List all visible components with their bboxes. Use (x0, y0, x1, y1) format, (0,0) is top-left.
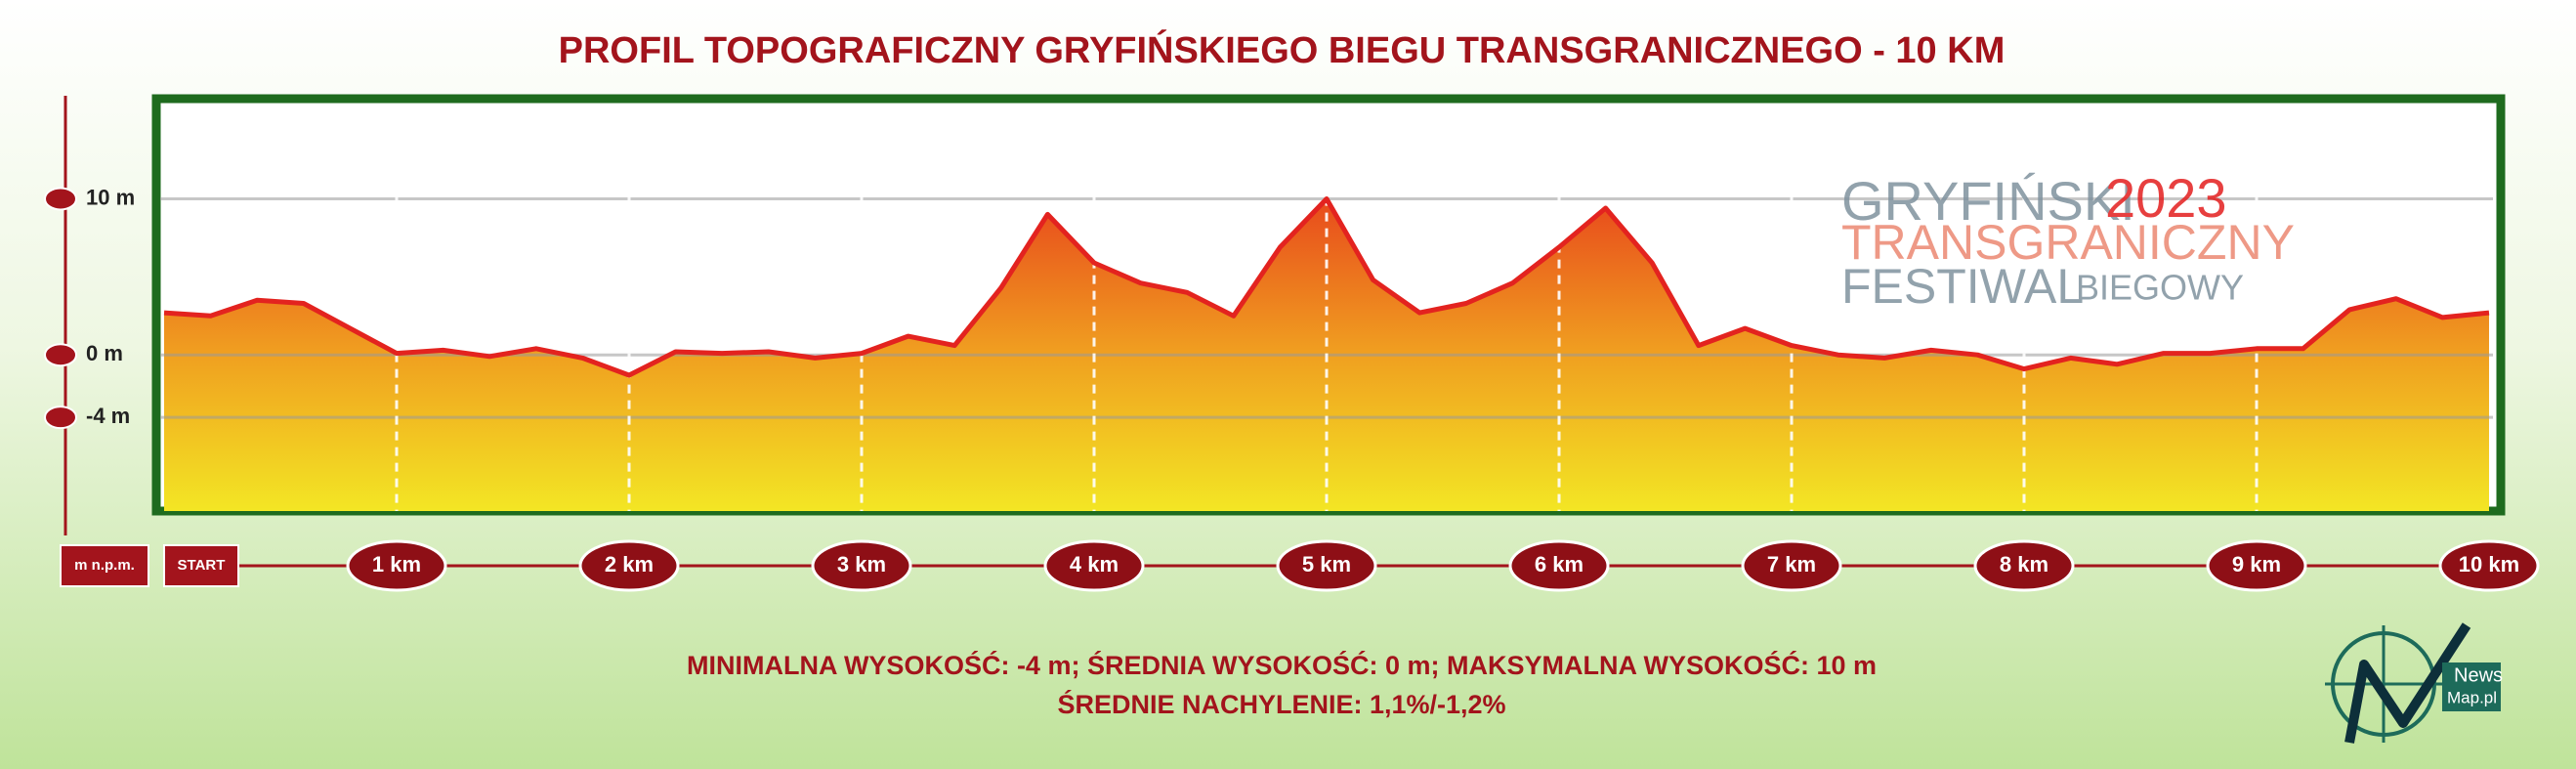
logo-n (2344, 622, 2471, 744)
x-tick-label: 9 km (2232, 552, 2281, 577)
x-tick-label: 4 km (1070, 552, 1119, 577)
credit-text: News (2454, 664, 2503, 686)
y-tick-mark (44, 343, 77, 367)
note: MINIMALNA WYSOKOŚĆ: -4 m; ŚREDNIA WYSOKO… (687, 650, 1877, 680)
x-tick-label: 3 km (837, 552, 886, 577)
y-label-box (60, 544, 149, 587)
credit-text: Map.pl (2447, 688, 2497, 706)
x-tick-mark (1276, 539, 1377, 592)
line (163, 196, 2490, 378)
plot (160, 103, 2493, 511)
logo-box (2442, 662, 2501, 711)
watermark-text: BIEGOWY (2076, 268, 2244, 308)
y-tick-mark (44, 406, 77, 430)
y-tick-mark (44, 187, 77, 211)
x-tick-label: 10 km (2459, 552, 2519, 577)
x-tick-mark (578, 539, 680, 592)
y-tick-label: 10 m (86, 185, 135, 209)
x-tick-mark (2438, 539, 2540, 592)
note: ŚREDNIE NACHYLENIE: 1,1%/-1,2% (1057, 689, 1505, 719)
x-tick-mark (1508, 539, 1610, 592)
x-tick-mark (2206, 539, 2307, 592)
credit-logo: News Map.pl (2325, 622, 2503, 744)
x-tick-label: START (178, 557, 226, 574)
watermark-text: TRANSGRANICZNY (1841, 215, 2295, 270)
x-tick-mark (163, 544, 239, 587)
watermark-text: GRYFIŃSKI (1841, 170, 2135, 232)
y-tick-label: -4 m (86, 404, 130, 428)
x-tick-label: 8 km (2000, 552, 2048, 577)
watermark: GRYFIŃSKI 2023 TRANSGRANICZNY FESTIWAL B… (1841, 167, 2295, 314)
x-tick-label: 6 km (1535, 552, 1584, 577)
x-tick-mark (1043, 539, 1145, 592)
y-axis-label: m n.p.m. (74, 557, 135, 574)
x-tick-label: 5 km (1302, 552, 1351, 577)
y-tick-label: 0 m (86, 341, 123, 365)
x-tick-label: 1 km (372, 552, 421, 577)
watermark-text: FESTIWAL (1841, 259, 2084, 314)
x-tick-mark (811, 539, 912, 592)
x-tick-mark (1741, 539, 1842, 592)
x-tick-label: 7 km (1767, 552, 1816, 577)
watermark-text: 2023 (2105, 167, 2227, 229)
x-tick-mark (1973, 539, 2075, 592)
x-tick-label: 2 km (605, 552, 654, 577)
x-tick-mark (346, 539, 447, 592)
chart-title: PROFIL TOPOGRAFICZNY GRYFIŃSKIEGO BIEGU … (559, 28, 2006, 71)
